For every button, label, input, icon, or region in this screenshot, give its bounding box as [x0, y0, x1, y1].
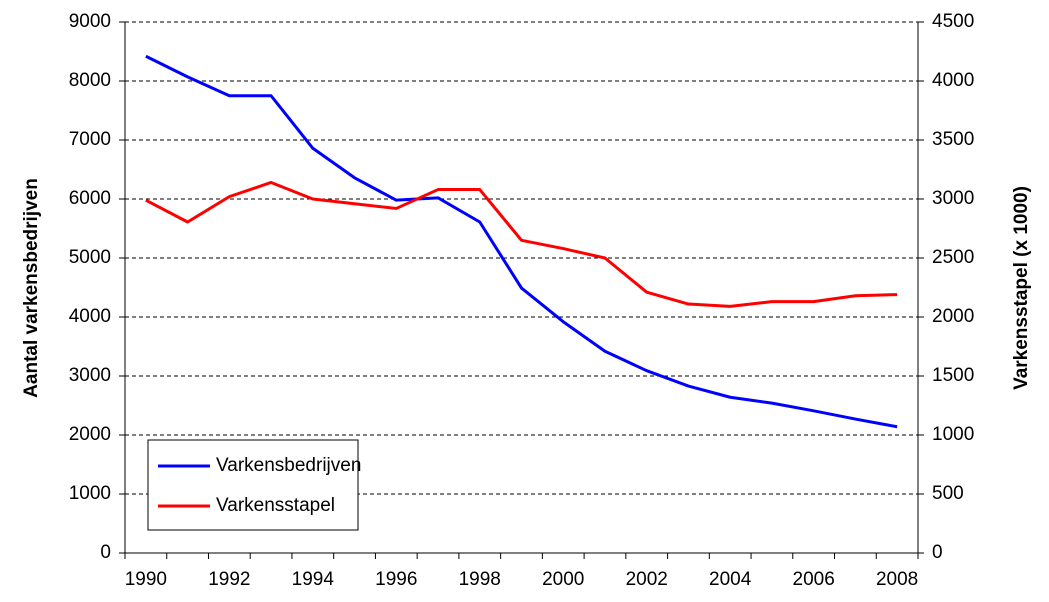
x-tick-label: 2008 — [876, 569, 918, 590]
y2-tick-label: 2500 — [932, 247, 974, 268]
y2-tick-label: 3500 — [932, 129, 974, 150]
y-tick-label: 8000 — [69, 70, 111, 91]
y2-tick-label: 2000 — [932, 306, 974, 327]
y2-tick-label: 3000 — [932, 188, 974, 209]
x-tick-label: 2004 — [709, 569, 752, 590]
legend-label: Varkensstapel — [216, 495, 335, 516]
x-tick-label: 1996 — [375, 569, 417, 590]
y2-tick-label: 1500 — [932, 365, 974, 386]
y2-tick-label: 0 — [932, 542, 943, 563]
y2-tick-label: 4000 — [932, 70, 974, 91]
y-tick-label: 1000 — [69, 483, 111, 504]
x-tick-label: 2002 — [626, 569, 668, 590]
x-tick-label: 1990 — [125, 569, 167, 590]
y-tick-label: 6000 — [69, 188, 111, 209]
y2-tick-label: 1000 — [932, 424, 974, 445]
y-tick-label: 5000 — [69, 247, 111, 268]
line-series — [145, 180, 898, 308]
y-tick-label: 9000 — [69, 11, 111, 32]
y-tick-label: 2000 — [69, 424, 111, 445]
y-tick-label: 0 — [100, 542, 111, 563]
y-tick-label: 3000 — [69, 365, 111, 386]
y2-tick-label: 500 — [932, 483, 964, 504]
x-tick-label: 1994 — [292, 569, 335, 590]
y-tick-label: 4000 — [69, 306, 111, 327]
x-tick-label: 2006 — [793, 569, 835, 590]
legend-box — [147, 439, 359, 531]
y-axis-title: Aantal varkensbedrijven — [21, 178, 42, 398]
y2-tick-label: 4500 — [932, 11, 974, 32]
x-tick-label: 1998 — [459, 569, 501, 590]
y2-axis-title: Varkensstapel (x 1000) — [1011, 186, 1032, 390]
legend-label: Varkensbedrijven — [216, 455, 361, 476]
line-series — [145, 54, 898, 429]
y-tick-label: 7000 — [69, 129, 111, 150]
x-tick-label: 2000 — [542, 569, 584, 590]
x-tick-label: 1992 — [208, 569, 250, 590]
